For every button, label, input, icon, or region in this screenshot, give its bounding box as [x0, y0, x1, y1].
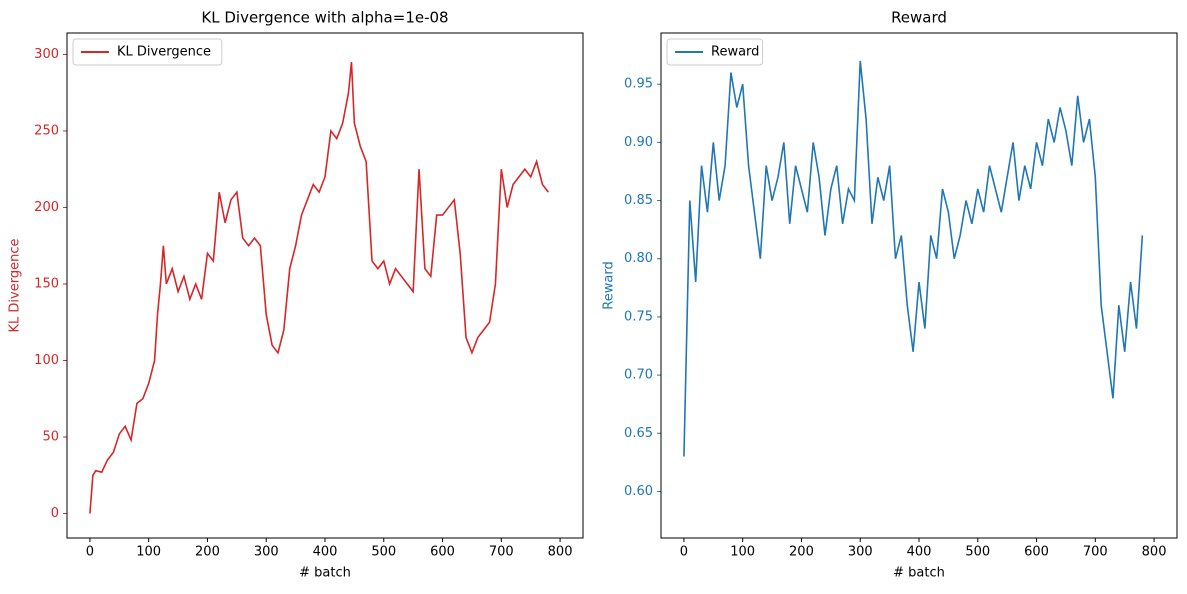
x-tick-label: 600 [1024, 545, 1049, 560]
y-tick-label: 150 [34, 276, 59, 291]
x-tick-label: 700 [489, 545, 514, 560]
x-axis-label: # batch [299, 566, 351, 581]
y-tick-label: 250 [34, 123, 59, 138]
x-tick-label: 0 [86, 545, 94, 560]
plot-frame [66, 32, 584, 539]
x-tick-label: 500 [965, 545, 990, 560]
y-tick-label: 0.60 [624, 484, 653, 499]
legend-label: Reward [711, 45, 759, 60]
chart-title: KL Divergence with alpha=1e-08 [201, 9, 448, 27]
x-tick-label: 800 [548, 545, 573, 560]
x-tick-label: 300 [254, 545, 279, 560]
x-tick-label: 700 [1083, 545, 1108, 560]
x-tick-label: 800 [1142, 545, 1167, 560]
y-axis-label: Reward [602, 261, 617, 309]
legend-box [72, 38, 223, 66]
y-tick-label: 0.80 [624, 251, 653, 266]
x-tick-label: 200 [195, 545, 220, 560]
y-tick-label: 0.95 [624, 77, 653, 92]
y-tick-label: 0.85 [624, 193, 653, 208]
y-tick-label: 50 [42, 430, 59, 445]
x-tick-label: 200 [789, 545, 814, 560]
x-tick-label: 100 [730, 545, 755, 560]
legend-box [666, 38, 764, 66]
x-tick-label: 100 [136, 545, 161, 560]
y-tick-label: 0.65 [624, 426, 653, 441]
legend-label: KL Divergence [117, 45, 211, 60]
y-tick-label: 0 [51, 506, 59, 521]
x-tick-label: 500 [371, 545, 396, 560]
y-axis-label: KL Divergence [8, 239, 23, 333]
data-line [683, 60, 1144, 457]
x-tick-label: 0 [680, 545, 688, 560]
x-tick-label: 300 [848, 545, 873, 560]
y-tick-label: 300 [34, 47, 59, 62]
x-tick-label: 600 [430, 545, 455, 560]
x-tick-label: 400 [313, 545, 338, 560]
data-line [89, 62, 549, 514]
y-tick-label: 0.75 [624, 309, 653, 324]
y-tick-label: 0.70 [624, 368, 653, 383]
chart-title: Reward [891, 9, 947, 27]
y-tick-label: 100 [34, 353, 59, 368]
x-tick-label: 400 [907, 545, 932, 560]
y-tick-label: 0.90 [624, 135, 653, 150]
y-tick-label: 200 [34, 200, 59, 215]
x-axis-label: # batch [893, 566, 945, 581]
plot-frame [660, 32, 1178, 539]
